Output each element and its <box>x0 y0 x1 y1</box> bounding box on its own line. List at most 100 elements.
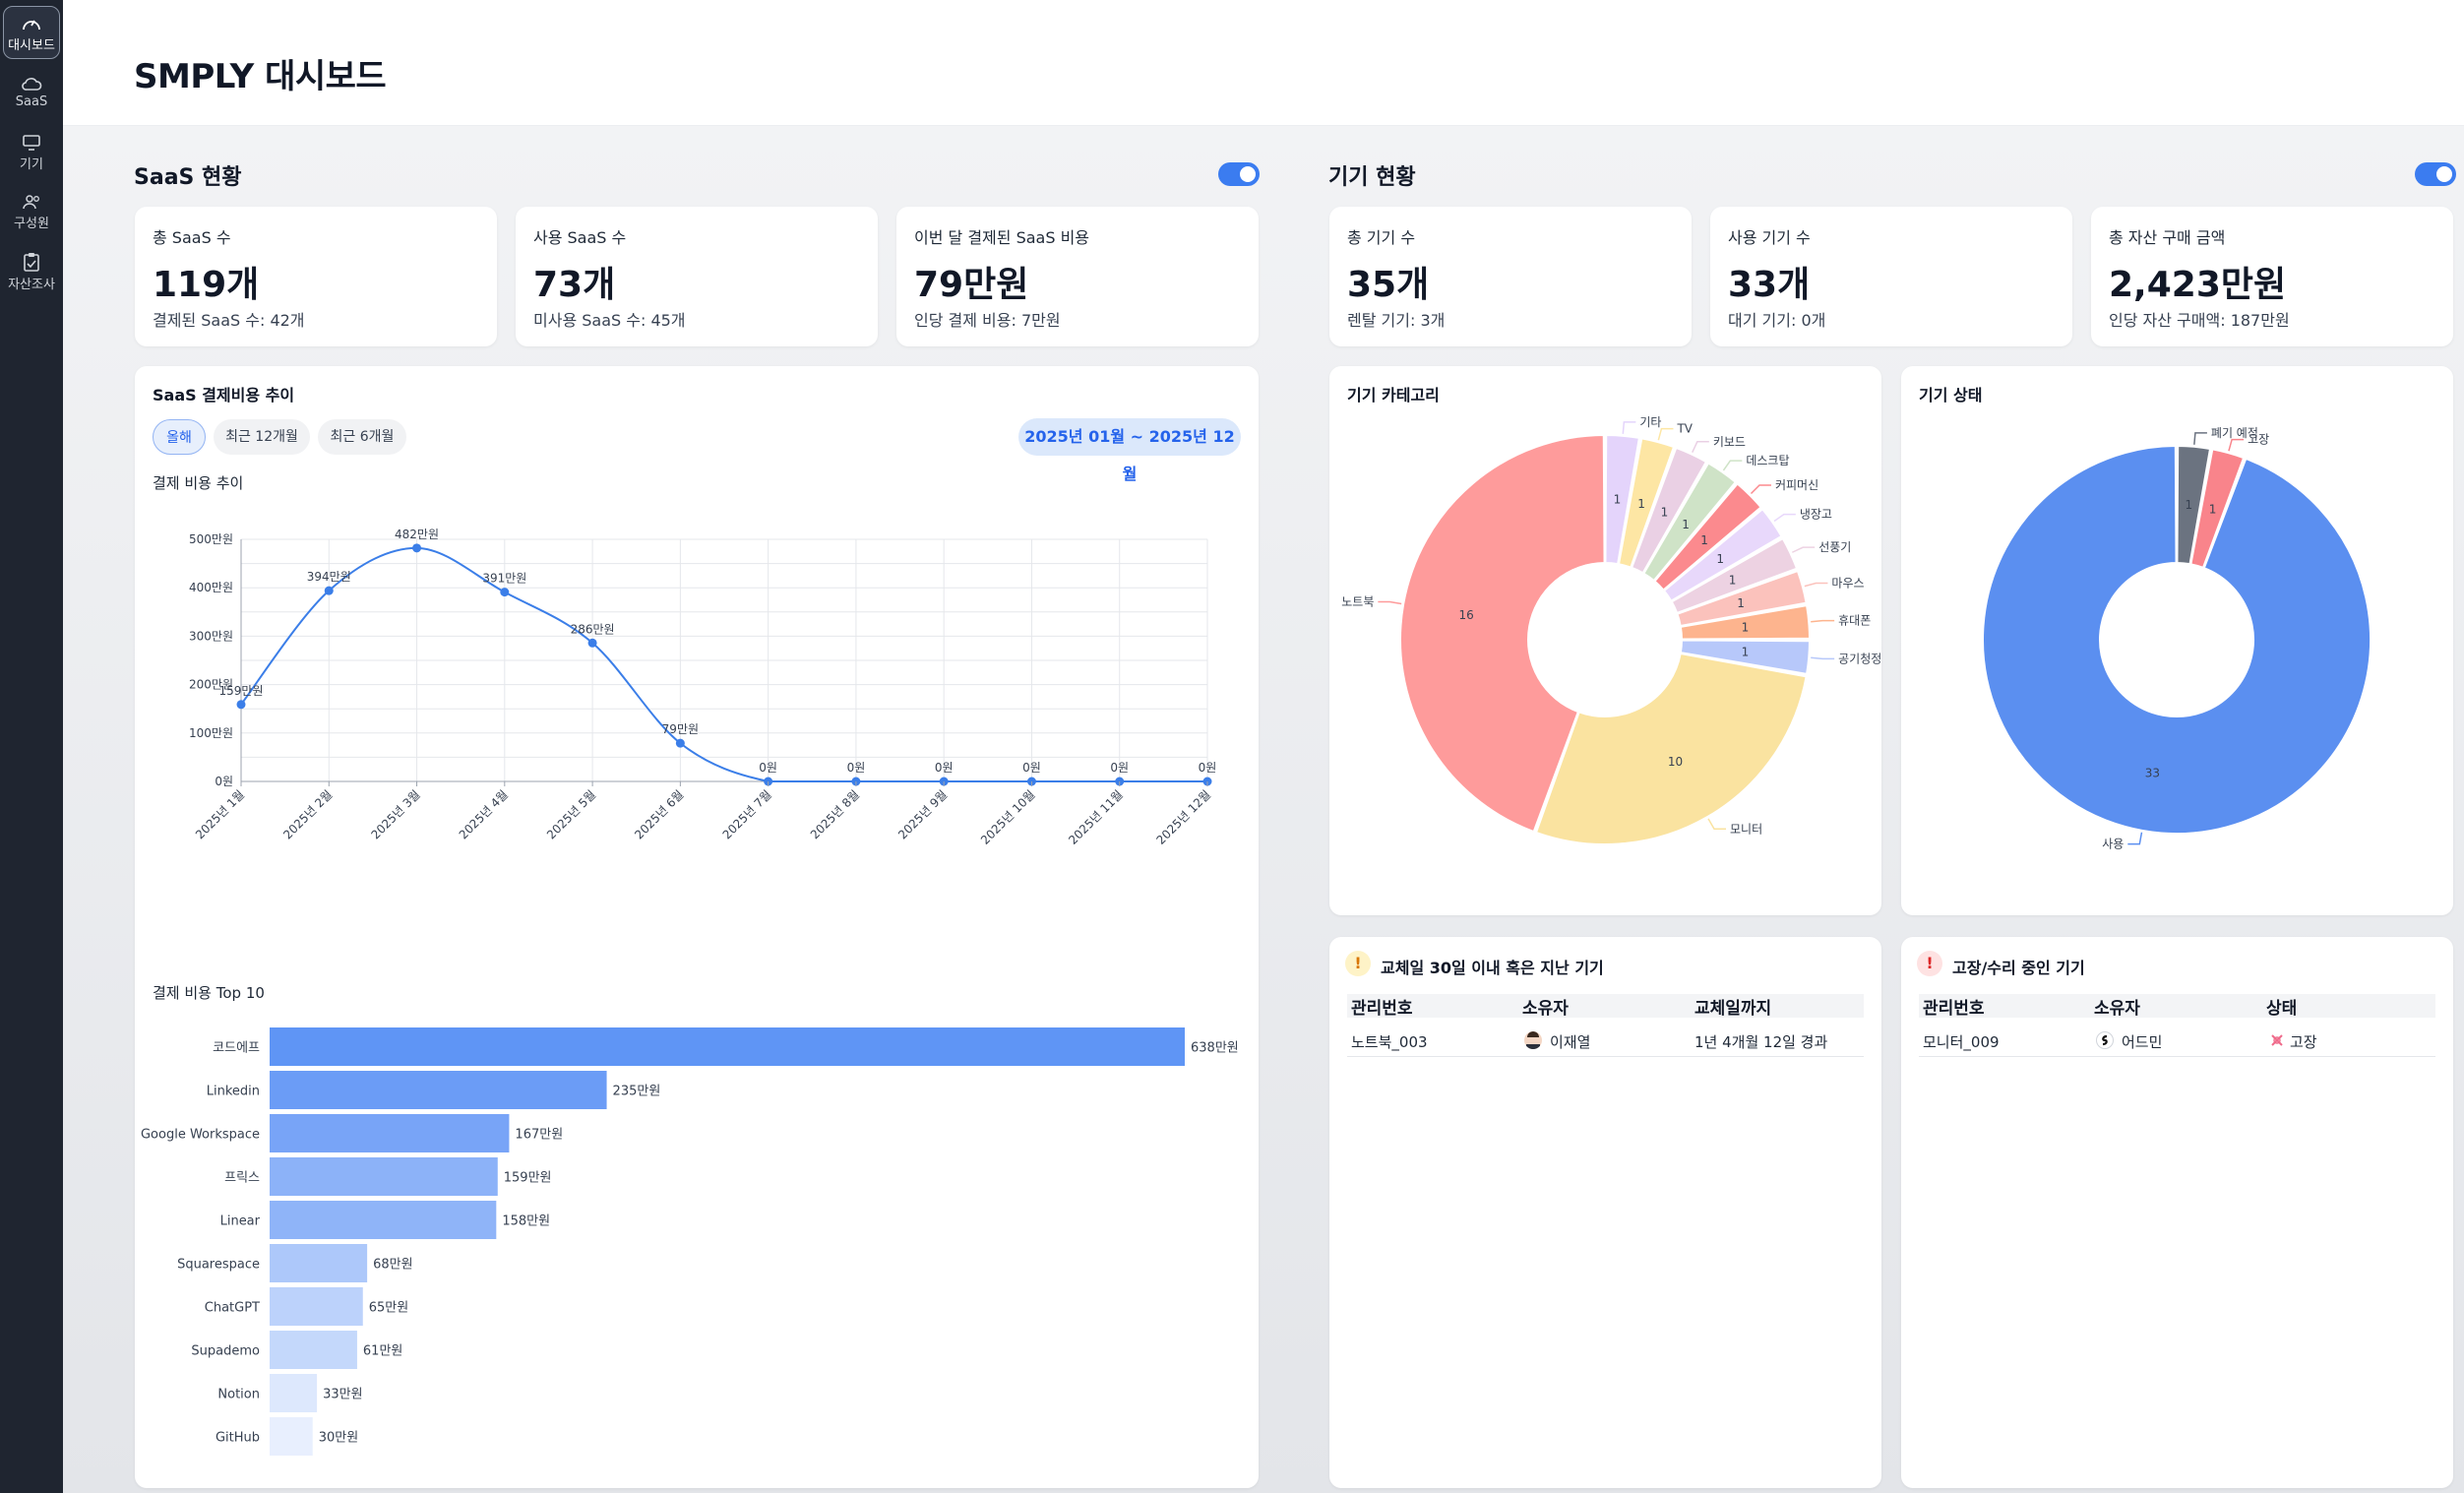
data-point <box>675 738 685 748</box>
slice-category-label: 공기청정 <box>1838 652 1881 665</box>
leader-line <box>1707 818 1726 831</box>
card-title: 기기 카테고리 <box>1347 386 1440 404</box>
leader-line <box>1692 441 1709 453</box>
kpi-sub: 미사용 SaaS 수: 45개 <box>533 311 686 330</box>
alert-icon: ! <box>1917 951 1942 976</box>
filter-last-6-months[interactable]: 최근 6개월 <box>318 419 406 455</box>
bar-value-label: 638만원 <box>1191 1041 1239 1056</box>
slice-value-label: 1 <box>2209 502 2217 516</box>
bar-category-label: Linkedin <box>207 1085 260 1099</box>
data-point <box>587 638 597 648</box>
slice-category-label: 커피머신 <box>1775 478 1818 492</box>
data-label: 0원 <box>1022 761 1041 775</box>
bar-category-label: Squarespace <box>177 1258 260 1273</box>
gauge-icon <box>23 20 40 31</box>
slice-category-label: 키보드 <box>1713 435 1746 449</box>
leader-line <box>1792 546 1816 553</box>
table-header-row <box>1919 994 2435 1018</box>
sidebar-item-device[interactable]: 기기 <box>3 126 60 179</box>
broken-icon <box>2268 1031 2286 1053</box>
device-category-donut-chart: 1 기타 1 TV 1 키보드 1 데스크탑 1 커피머신 1 냉장고 1 선풍기 1 마우스 1 휴대폰 1 공기청… <box>1341 415 1881 845</box>
col-header-owner: 소유자 <box>1522 999 1569 1019</box>
sidebar-item-members[interactable]: 구성원 <box>3 185 60 238</box>
slice-value-label: 1 <box>1637 497 1645 511</box>
leader-line <box>2193 432 2207 445</box>
kpi-value: 73개 <box>533 265 616 305</box>
kpi-total-devices: 총 기기 수 35개 렌탈 기기: 3개 <box>1329 207 1692 346</box>
kpi-value: 2,423만원 <box>2109 265 2287 305</box>
slice-value-label: 1 <box>1729 574 1737 588</box>
x-tick-label: 2025년 2월 <box>280 787 335 841</box>
sidebar-item-label: 기기 <box>20 157 43 172</box>
kpi-used-devices: 사용 기기 수 33개 대기 기기: 0개 <box>1710 207 2072 346</box>
slice-value-label: 1 <box>1716 552 1724 566</box>
data-label: 0원 <box>759 761 777 775</box>
kpi-value: 33개 <box>1728 265 1811 305</box>
cell-device-id: 모니터_009 <box>1923 1033 2000 1051</box>
data-label: 0원 <box>935 761 954 775</box>
series-line <box>240 546 1207 783</box>
filter-this-year[interactable]: 올해 <box>153 419 206 455</box>
x-tick-label: 2025년 7월 <box>720 787 774 841</box>
replacement-due-card: ! 교체일 30일 이내 혹은 지난 기기 관리번호 소유자 교체일까지 노트북… <box>1329 937 1881 1488</box>
filter-last-12-months[interactable]: 최근 12개월 <box>214 419 310 455</box>
leader-line <box>1804 582 1828 588</box>
x-tick-label: 2025년 6월 <box>632 787 686 841</box>
line-chart-title: 결제 비용 추이 <box>153 474 244 492</box>
admin-logo-icon <box>2096 1031 2114 1049</box>
monitor-icon <box>23 135 40 151</box>
slice-category-label: 모니터 <box>1730 822 1762 836</box>
kpi-sub: 대기 기기: 0개 <box>1728 311 1826 330</box>
users-icon <box>23 195 39 210</box>
table-header-row <box>1347 994 1864 1018</box>
date-range-picker[interactable]: 2025년 01월 ~ 2025년 12월 <box>1018 418 1241 483</box>
avatar <box>1524 1031 1542 1049</box>
col-header-status: 상태 <box>2266 999 2298 1019</box>
sidebar-item-asset-survey[interactable]: 자산조사 <box>3 244 60 297</box>
pie-slice <box>1982 444 2372 835</box>
data-label: 0원 <box>1199 761 1217 775</box>
slice-category-label: 마우스 <box>1831 577 1864 591</box>
leader-line <box>2127 832 2143 845</box>
data-point <box>236 700 246 710</box>
kpi-used-saas: 사용 SaaS 수 73개 미사용 SaaS 수: 45개 <box>516 207 878 346</box>
leader-line <box>1378 600 1402 605</box>
x-tick-label: 2025년 5월 <box>544 787 598 841</box>
sidebar-item-saas[interactable]: SaaS <box>3 67 60 120</box>
pie-slice <box>1399 433 1606 834</box>
kpi-label: 이번 달 결제된 SaaS 비용 <box>914 228 1090 247</box>
device-toggle[interactable] <box>2415 162 2456 186</box>
x-tick-label: 2025년 4월 <box>457 787 511 841</box>
slice-category-label: TV <box>1676 422 1693 436</box>
bar <box>270 1071 607 1109</box>
top-bar: SMPLY 대시보드 <box>63 0 2464 126</box>
bar <box>270 1287 363 1326</box>
sidebar: 대시보드 SaaS 기기 구성원 자산조사 <box>0 0 63 1493</box>
leader-line <box>1657 427 1674 441</box>
slice-value-label: 1 <box>1737 596 1745 610</box>
bar-value-label: 158만원 <box>502 1214 550 1229</box>
sidebar-item-dashboard[interactable]: 대시보드 <box>3 6 60 59</box>
bar <box>270 1157 498 1196</box>
data-label: 482만원 <box>395 528 439 541</box>
slice-category-label: 기타 <box>1639 415 1661 429</box>
kpi-total-saas: 총 SaaS 수 119개 결제된 SaaS 수: 42개 <box>135 207 497 346</box>
saas-toggle[interactable] <box>1218 162 1260 186</box>
bar <box>270 1374 318 1412</box>
y-tick-label: 500만원 <box>189 532 233 546</box>
slice-value-label: 1 <box>2186 498 2193 512</box>
slice-value-label: 33 <box>2145 766 2160 779</box>
bar-value-label: 235만원 <box>613 1085 661 1099</box>
bar-value-label: 33만원 <box>323 1388 362 1402</box>
device-section-title: 기기 현황 <box>1328 165 1416 190</box>
kpi-label: 총 자산 구매 금액 <box>2109 228 2226 247</box>
kpi-value: 119개 <box>153 265 260 305</box>
device-status-card: 기기 상태 1 폐기 예정 1 고장 33 사용 <box>1901 366 2453 915</box>
bar-category-label: GitHub <box>216 1431 260 1446</box>
sidebar-item-label: 자산조사 <box>8 278 55 292</box>
bar <box>270 1417 313 1456</box>
page-title: SMPLY 대시보드 <box>134 57 387 96</box>
slice-value-label: 1 <box>1661 505 1669 519</box>
slice-category-label: 사용 <box>2102 838 2124 851</box>
leader-line <box>1750 484 1771 495</box>
